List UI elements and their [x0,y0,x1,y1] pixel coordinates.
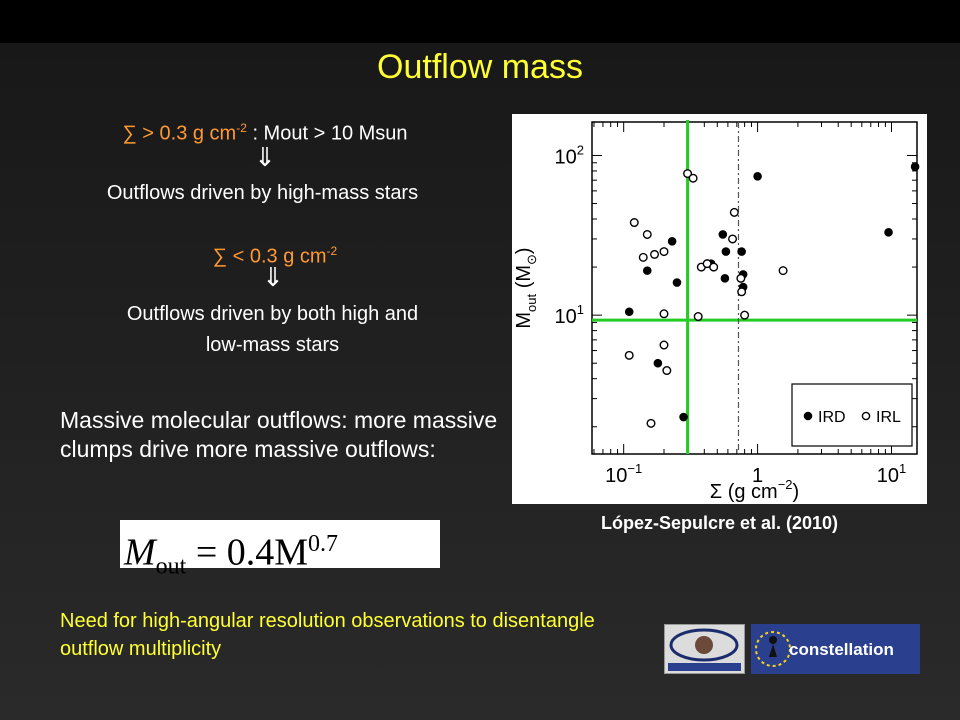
citation: López-Sepulcre et al. (2010) [600,513,839,533]
ird-data-point [679,412,688,422]
scatter-chart-svg: 10−1 1 101 101 102 Σ (g cm−2) Mout (M⊙) IRD IRL [513,120,920,503]
irl-data-point [709,262,719,272]
irl-data-point [650,249,660,259]
ird-data-point [737,247,746,256]
low-mass-result-line2: low-mass stars [205,334,340,356]
x-axis-label: Σ (g cm−2) [710,477,799,503]
legend-label: IRL [876,409,901,426]
y-tick-label: 101 [555,302,584,328]
marie-curie-logo [664,624,745,674]
irl-data-point [740,310,750,320]
irl-data-point [662,366,672,376]
formula-box: Mout = 0.4M0.7 [120,520,440,579]
formula-lhs-sub: out [155,553,187,580]
constellation-logo: constellation [751,624,920,674]
legend-marker [861,411,871,421]
ird-data-point [721,247,731,256]
low-sigma-exponent: -2 [326,244,338,258]
irl-data-point [737,287,747,297]
low-sigma-prefix: ∑ < 0.3 g cm [212,245,327,268]
high-sigma-suffix: : Mout > 10 Msun [246,122,408,145]
down-arrow-icon: ⇓ [262,263,284,293]
legend-label: IRD [818,409,846,426]
ird-data-point [653,358,663,368]
high-sigma-prefix: ∑ > 0.3 g cm [122,122,237,145]
formula-exponent: 0.7 [308,531,339,557]
need-statement: Need for high-angular resolution observa… [60,610,595,660]
irl-data-point [728,234,738,244]
irl-data-point [638,252,648,262]
ird-data-point [720,274,730,283]
irl-data-point [659,309,669,319]
irl-data-point [659,247,669,257]
irl-data-point [693,312,703,322]
constellation-logo-text: constellation [789,640,894,659]
high-mass-result: Outflows driven by high-mass stars [106,182,419,204]
y-tick-label: 102 [555,142,584,168]
x-tick-label: 10−1 [605,461,642,487]
ird-data-point [884,228,893,237]
irl-data-point [778,266,788,276]
irl-data-point [624,350,634,360]
irl-data-point [736,273,746,283]
high-sigma-condition: ∑ > 0.3 g cm-2 : Mout > 10 Msun [60,121,470,146]
low-sigma-condition: ∑ < 0.3 g cm-2 [130,244,420,269]
statement-text: Massive molecular outflows: more massive… [60,407,498,462]
irl-data-point [646,418,656,428]
scatter-chart: 10−1 1 101 101 102 Σ (g cm−2) Mout (M⊙) IRD IRL [512,114,927,504]
ird-data-point [642,266,652,275]
high-sigma-exponent: -2 [236,121,247,135]
x-tick-label: 1 [752,465,763,487]
ird-data-point [672,278,682,287]
ird-data-point [753,172,762,181]
irl-data-point [659,340,669,350]
irl-data-point [683,169,693,179]
low-mass-result-line1: Outflows driven by both high and [126,303,419,325]
ird-data-point [718,230,728,239]
ird-data-point [910,162,920,172]
x-tick-label: 101 [877,461,906,487]
ird-data-point [624,307,634,317]
slide-title: Outflow mass [377,48,583,86]
plot-frame [591,121,918,455]
y-axis-label: Mout (M⊙) [513,247,539,328]
marie-curie-logo-graphic [668,628,741,671]
irl-data-point [642,229,652,239]
constellation-logo-graphic: constellation [755,631,894,667]
formula-lhs: M [124,531,156,574]
formula-rhs: = 0.4M [195,531,309,574]
irl-data-point [688,173,698,183]
irl-data-point [629,218,639,228]
top-bar [0,0,960,43]
legend-marker [803,411,813,421]
irl-data-point [729,207,739,217]
ird-data-point [667,236,677,246]
down-arrow-icon: ⇓ [254,143,276,173]
